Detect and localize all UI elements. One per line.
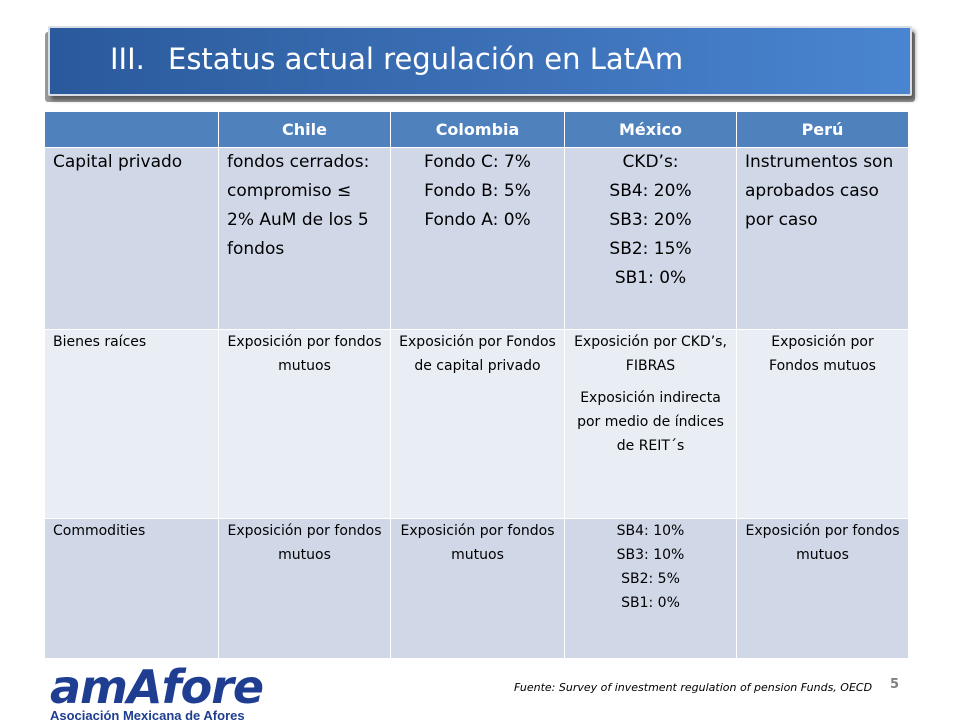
cell-text: Exposición por Fondos mutuos xyxy=(769,334,876,374)
table-row: Capital privado fondos cerrados: comprom… xyxy=(44,147,909,330)
cell-colombia: Exposición por Fondos de capital privado xyxy=(390,329,565,519)
amafore-logo: amAfore Asociación Mexicana de Afores xyxy=(50,660,265,723)
cell-mexico: SB4: 10% SB3: 10% SB2: 5% SB1: 0% xyxy=(564,518,737,659)
cell-colombia: Exposición por fondos mutuos xyxy=(390,518,565,659)
row-label: Capital privado xyxy=(44,147,219,330)
cell-text: Exposición por fondos mutuos xyxy=(227,334,382,374)
slide-title: III. Estatus actual regulación en LatAm xyxy=(110,42,683,76)
title-label: Estatus actual regulación en LatAm xyxy=(168,42,684,76)
cell-line: SB4: 10% xyxy=(616,523,685,539)
header-empty xyxy=(44,111,219,148)
cell-chile: fondos cerrados: compromiso ≤ 2% AuM de … xyxy=(218,147,391,330)
title-bar: III. Estatus actual regulación en LatAm xyxy=(48,26,912,96)
header-peru: Perú xyxy=(736,111,909,148)
cell-line: CKD’s: xyxy=(622,152,679,172)
cell-line: SB1: 0% xyxy=(621,595,680,611)
cell-mexico: Exposición por CKD’s, FIBRAS Exposición … xyxy=(564,329,737,519)
cell-peru: Exposición por fondos mutuos xyxy=(736,518,909,659)
cell-line: Fondo A: 0% xyxy=(424,210,531,230)
header-mexico: México xyxy=(564,111,737,148)
header-colombia: Colombia xyxy=(390,111,565,148)
cell-line: SB3: 10% xyxy=(616,547,685,563)
table-row: Bienes raíces Exposición por fondos mutu… xyxy=(44,329,909,519)
row-label: Commodities xyxy=(44,518,219,659)
cell-text: Exposición por Fondos de capital privado xyxy=(399,334,556,374)
cell-peru: Instrumentos son aprobados caso por caso xyxy=(736,147,909,330)
table-row: Commodities Exposición por fondos mutuos… xyxy=(44,518,909,659)
cell-text: Exposición indirecta por medio de índice… xyxy=(577,390,724,454)
cell-line: Fondo B: 5% xyxy=(424,181,531,201)
regulation-table: Chile Colombia México Perú Capital priva… xyxy=(44,111,909,659)
cell-line: SB2: 15% xyxy=(609,239,692,259)
logo-wordmark: amAfore xyxy=(50,660,264,714)
row-label: Bienes raíces xyxy=(44,329,219,519)
cell-text: fondos cerrados: compromiso ≤ 2% AuM de … xyxy=(227,152,370,259)
title-number: III. xyxy=(110,42,145,76)
cell-chile: Exposición por fondos mutuos xyxy=(218,518,391,659)
logo-subtitle: Asociación Mexicana de Afores xyxy=(50,708,245,723)
cell-text: Exposición por CKD’s, FIBRAS xyxy=(574,334,727,374)
cell-line: SB1: 0% xyxy=(614,268,687,288)
cell-line: SB3: 20% xyxy=(609,210,692,230)
cell-colombia: Fondo C: 7% Fondo B: 5% Fondo A: 0% xyxy=(390,147,565,330)
cell-mexico: CKD’s: SB4: 20% SB3: 20% SB2: 15% SB1: 0… xyxy=(564,147,737,330)
header-chile: Chile xyxy=(218,111,391,148)
cell-chile: Exposición por fondos mutuos xyxy=(218,329,391,519)
source-note: Fuente: Survey of investment regulation … xyxy=(514,681,873,694)
cell-line: SB2: 5% xyxy=(621,571,680,587)
table-header-row: Chile Colombia México Perú xyxy=(44,111,909,148)
cell-peru: Exposición por Fondos mutuos xyxy=(736,329,909,519)
cell-text: Exposición por fondos mutuos xyxy=(227,523,382,563)
cell-text: Exposición por fondos mutuos xyxy=(745,523,900,563)
cell-text: Instrumentos son aprobados caso por caso xyxy=(745,152,894,230)
page-number: 5 xyxy=(890,677,900,692)
cell-text: Exposición por fondos mutuos xyxy=(400,523,555,563)
cell-line: SB4: 20% xyxy=(609,181,692,201)
cell-line: Fondo C: 7% xyxy=(424,152,531,172)
